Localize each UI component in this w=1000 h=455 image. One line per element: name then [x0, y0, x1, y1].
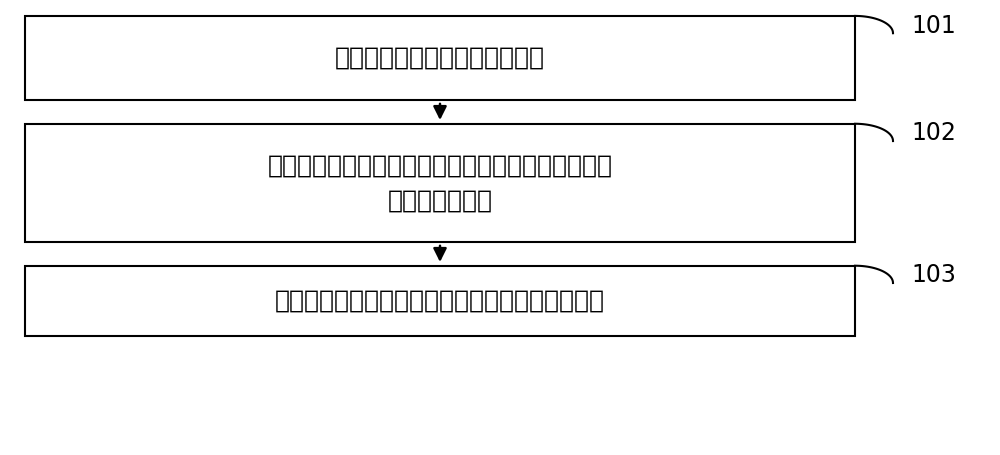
- Bar: [25, 266, 855, 336]
- Text: 对局部降噪处理后的待编码图像进行有损压缩编码: 对局部降噪处理后的待编码图像进行有损压缩编码: [275, 289, 605, 313]
- Text: 103: 103: [911, 263, 956, 288]
- Text: 102: 102: [911, 121, 956, 146]
- Text: 101: 101: [911, 14, 956, 38]
- Bar: [25, 16, 855, 100]
- Bar: [25, 124, 855, 242]
- Text: 对待编码图像进行局部降噪处理，得到局部降噪处理
后的待编码图像: 对待编码图像进行局部降噪处理，得到局部降噪处理 后的待编码图像: [268, 153, 612, 212]
- Text: 确定待编码图像中的感兴趣区域: 确定待编码图像中的感兴趣区域: [335, 46, 545, 70]
